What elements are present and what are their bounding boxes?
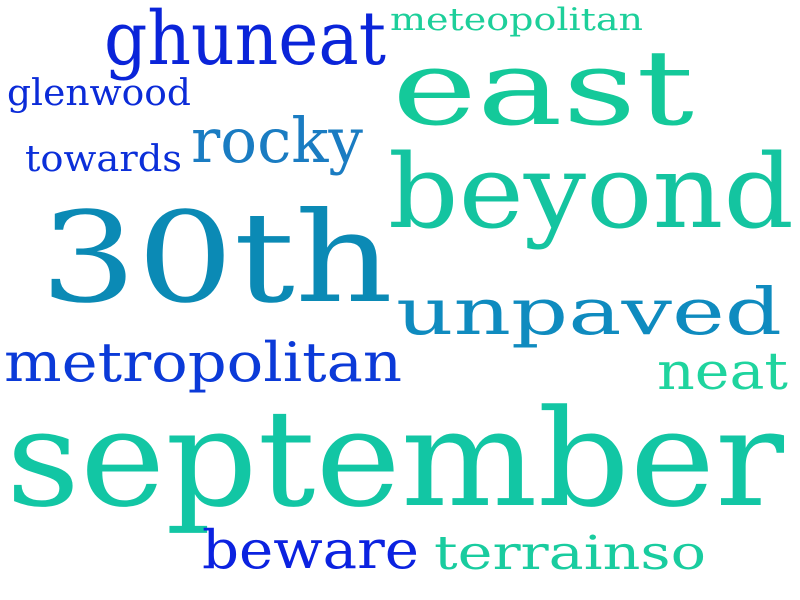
word-glenwood: glenwood [7,73,192,114]
word-beyond: beyond [388,133,795,252]
word-metropolitan: metropolitan [4,331,402,394]
word-towards: towards [25,139,183,180]
word-beware: beware [202,520,419,581]
word-unpaved: unpaved [396,275,782,350]
word-30th: 30th [40,186,394,331]
word-meteopolitan: meteopolitan [390,2,644,38]
word-september: september [6,381,785,537]
word-terrainso: terrainso [434,526,707,581]
word-ghuneat: ghuneat [104,0,387,82]
word-neat: neat [657,343,789,402]
word-east: east [392,27,695,149]
word-rocky: rocky [191,104,363,177]
